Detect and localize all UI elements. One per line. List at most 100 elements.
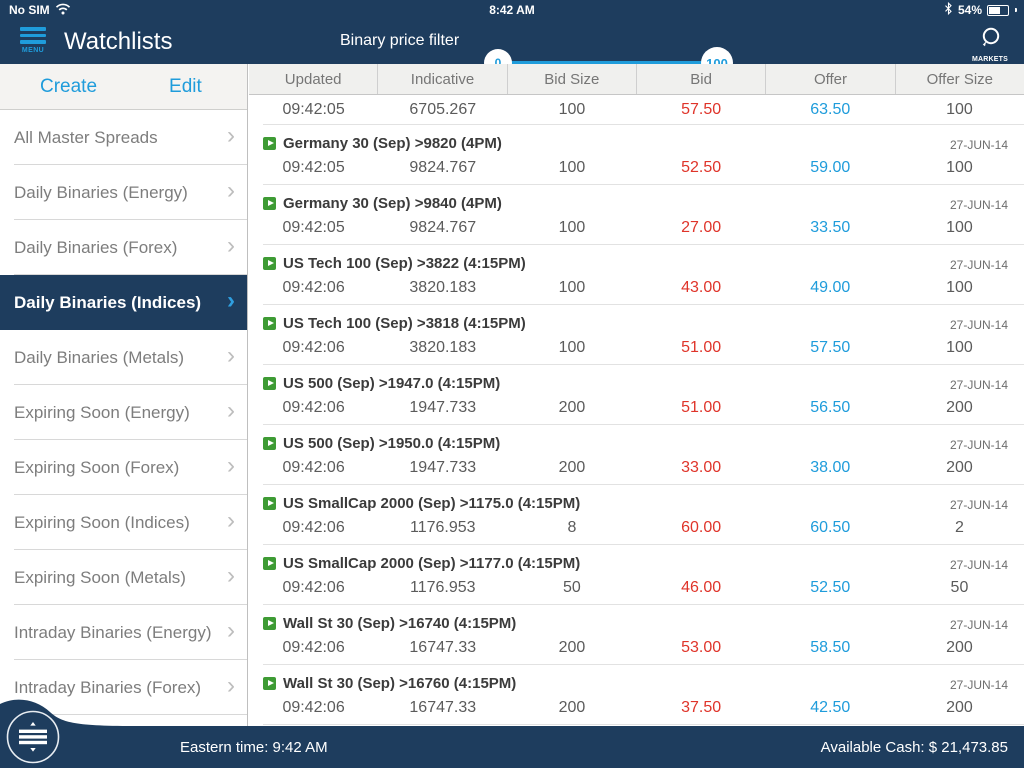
create-button[interactable]: Create [40, 75, 98, 97]
offer-cell[interactable]: 59.00 [810, 159, 851, 176]
table-row[interactable]: Germany 30 (Sep) >9820 (4PM) 27-JUN-14 0… [249, 125, 1024, 185]
table-row[interactable]: US SmallCap 2000 (Sep) >1177.0 (4:15PM) … [249, 545, 1024, 605]
sidebar-item-watchlist[interactable]: Daily Binaries (Energy) › [0, 165, 247, 220]
edit-button[interactable]: Edit [169, 75, 202, 97]
table-row[interactable]: US 500 (Sep) >1947.0 (4:15PM) 27-JUN-14 … [249, 365, 1024, 425]
sidebar-header: Create Edit [0, 64, 247, 110]
instrument-name: US Tech 100 (Sep) >3818 (4:15PM) [283, 315, 526, 332]
table-row[interactable]: Germany 30 (Sep) >9840 (4PM) 27-JUN-14 0… [249, 185, 1024, 245]
eastern-time-label: Eastern time: 9:42 AM [180, 739, 328, 756]
offer-cell[interactable]: 52.50 [810, 579, 851, 596]
bid-size-cell: 200 [558, 699, 586, 716]
watchlist-label: Intraday Binaries (Forex) [14, 677, 202, 697]
offer-cell[interactable]: 56.50 [810, 399, 851, 416]
instrument-play-icon [263, 437, 276, 450]
indicative-cell: 3820.183 [409, 339, 477, 356]
column-header-updated[interactable]: Updated [284, 70, 342, 88]
sidebar-item-watchlist[interactable]: Expiring Soon (Metals) › [0, 550, 247, 605]
menu-button[interactable]: MENU [18, 27, 48, 54]
column-header-offer-size[interactable]: Offer Size [894, 64, 1024, 94]
indicative-cell: 1947.733 [409, 399, 477, 416]
table-row[interactable]: Wall St 30 (Sep) >16740 (4:15PM) 27-JUN-… [249, 605, 1024, 665]
instrument-name: US SmallCap 2000 (Sep) >1177.0 (4:15PM) [283, 555, 581, 572]
offer-cell[interactable]: 60.50 [810, 519, 851, 536]
indicative-cell: 3820.183 [409, 279, 477, 296]
offer-cell[interactable]: 38.00 [810, 459, 851, 476]
watchlists-sidebar: Create Edit All Master Spreads › Daily B… [0, 64, 248, 726]
watchlist-list: All Master Spreads › Daily Binaries (Ene… [0, 110, 247, 715]
sidebar-item-watchlist[interactable]: All Master Spreads › [0, 110, 247, 165]
expiry-date: 27-JUN-14 [949, 618, 1008, 632]
watchlist-label: Expiring Soon (Energy) [14, 402, 190, 422]
updated-cell: 09:42:05 [282, 219, 345, 236]
markets-button[interactable]: MARKETS [969, 26, 1011, 63]
bid-size-cell: 100 [558, 219, 586, 236]
offer-cell[interactable]: 33.50 [810, 219, 851, 236]
updated-cell: 09:42:06 [282, 399, 345, 416]
bid-cell[interactable]: 46.00 [681, 579, 722, 596]
indicative-cell: 6705.267 [409, 101, 477, 118]
offer-cell[interactable]: 49.00 [810, 279, 851, 296]
bid-cell[interactable]: 53.00 [681, 639, 722, 656]
sidebar-item-watchlist[interactable]: Daily Binaries (Indices) › [0, 275, 247, 330]
updated-cell: 09:42:06 [282, 339, 345, 356]
instrument-play-icon [263, 317, 276, 330]
instrument-name: Germany 30 (Sep) >9840 (4PM) [283, 195, 502, 212]
chevron-down-icon [30, 748, 36, 752]
bid-cell[interactable]: 33.00 [681, 459, 722, 476]
sidebar-item-watchlist[interactable]: Expiring Soon (Forex) › [0, 440, 247, 495]
chevron-right-icon: › [227, 231, 235, 259]
bid-cell[interactable]: 51.00 [681, 339, 722, 356]
bid-cell[interactable]: 43.00 [681, 279, 722, 296]
status-bar: No SIM 8:42 AM 54% [0, 0, 1024, 20]
sidebar-item-watchlist[interactable]: Expiring Soon (Indices) › [0, 495, 247, 550]
column-header-offer[interactable]: Offer [765, 64, 894, 94]
sidebar-item-watchlist[interactable]: Daily Binaries (Metals) › [0, 330, 247, 385]
wifi-icon [55, 3, 71, 18]
page-title: Watchlists [64, 28, 173, 55]
table-body: Germany 30 (Sep) >9820 (4PM) 27-JUN-14 0… [249, 125, 1024, 725]
bid-size-cell: 8 [567, 519, 577, 536]
drawer-handle-button[interactable] [0, 698, 130, 768]
instrument-name: Wall St 30 (Sep) >16740 (4:15PM) [283, 615, 517, 632]
sidebar-item-watchlist[interactable]: Intraday Binaries (Energy) › [0, 605, 247, 660]
instrument-play-icon [263, 197, 276, 210]
chevron-right-icon: › [227, 121, 235, 149]
indicative-cell: 9824.767 [409, 219, 477, 236]
expiry-date: 27-JUN-14 [949, 138, 1008, 152]
table-row-partial[interactable]: 09:42:05 6705.267 100 57.50 63.50 100 [249, 95, 1024, 125]
updated-cell: 09:42:06 [282, 699, 345, 716]
table-row[interactable]: US 500 (Sep) >1950.0 (4:15PM) 27-JUN-14 … [249, 425, 1024, 485]
updated-cell: 09:42:05 [282, 101, 345, 118]
bid-cell[interactable]: 52.50 [681, 159, 722, 176]
offer-cell[interactable]: 42.50 [810, 699, 851, 716]
table-row[interactable]: US Tech 100 (Sep) >3818 (4:15PM) 27-JUN-… [249, 305, 1024, 365]
offer-cell[interactable]: 57.50 [810, 339, 851, 356]
table-row[interactable]: Wall St 30 (Sep) >16760 (4:15PM) 27-JUN-… [249, 665, 1024, 725]
bid-cell[interactable]: 27.00 [681, 219, 722, 236]
watchlist-label: Expiring Soon (Indices) [14, 512, 190, 532]
sidebar-item-watchlist[interactable]: Daily Binaries (Forex) › [0, 220, 247, 275]
indicative-cell: 16747.33 [409, 639, 477, 656]
instrument-name: Wall St 30 (Sep) >16760 (4:15PM) [283, 675, 517, 692]
column-header-indicative[interactable]: Indicative [377, 64, 506, 94]
table-row[interactable]: US Tech 100 (Sep) >3822 (4:15PM) 27-JUN-… [249, 245, 1024, 305]
watchlist-label: Expiring Soon (Metals) [14, 567, 186, 587]
table-row[interactable]: US SmallCap 2000 (Sep) >1175.0 (4:15PM) … [249, 485, 1024, 545]
expiry-date: 27-JUN-14 [949, 498, 1008, 512]
bid-size-cell: 100 [558, 101, 586, 118]
watchlist-label: Expiring Soon (Forex) [14, 457, 180, 477]
offer-size-cell: 100 [946, 101, 973, 118]
chevron-right-icon: › [227, 286, 235, 314]
offer-size-cell: 100 [946, 219, 973, 236]
offer-cell[interactable]: 58.50 [810, 639, 851, 656]
price-filter-slider-track[interactable] [498, 61, 717, 65]
column-header-bid-size[interactable]: Bid Size [506, 64, 636, 94]
carrier-label: No SIM [9, 3, 50, 17]
column-header-bid[interactable]: Bid [635, 64, 765, 94]
bid-cell[interactable]: 37.50 [681, 699, 722, 716]
sidebar-item-watchlist[interactable]: Expiring Soon (Energy) › [0, 385, 247, 440]
bid-cell[interactable]: 51.00 [681, 399, 722, 416]
bid-cell[interactable]: 60.00 [681, 519, 722, 536]
offer-size-cell: 100 [946, 339, 973, 356]
